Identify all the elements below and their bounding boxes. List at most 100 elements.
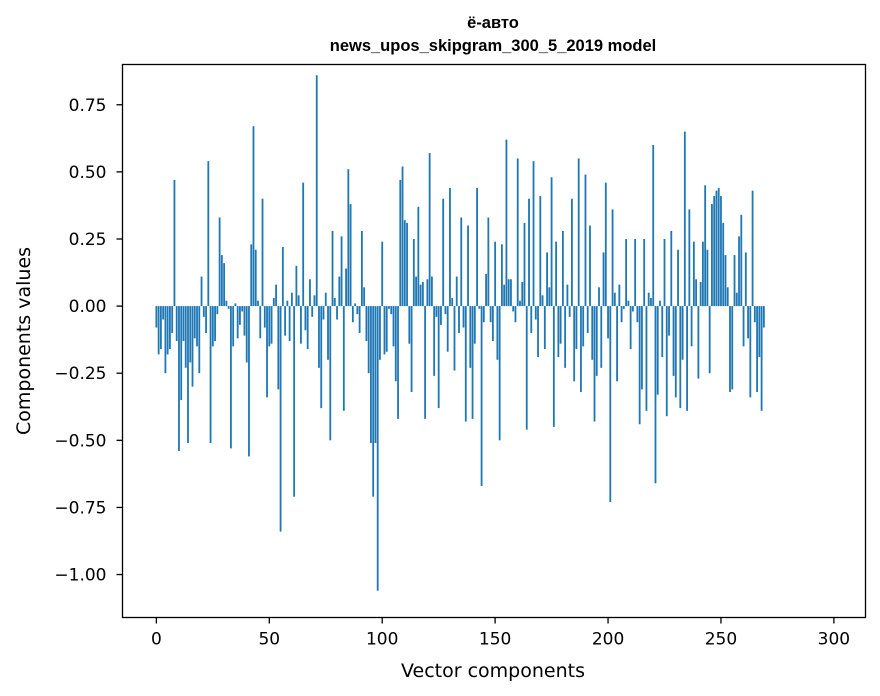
bar [638, 306, 641, 425]
bar [338, 276, 341, 307]
bar [503, 284, 506, 307]
bar [751, 190, 754, 307]
bar [433, 306, 436, 376]
bar [708, 306, 711, 374]
bar [591, 306, 594, 360]
bar [214, 306, 216, 341]
bar [530, 306, 533, 333]
bar [634, 238, 637, 307]
bar [187, 306, 189, 444]
bar [742, 306, 745, 347]
bar [631, 306, 634, 312]
bar [584, 174, 587, 307]
bar [501, 244, 503, 307]
bar [263, 306, 266, 328]
bar [539, 196, 542, 307]
bar [266, 306, 268, 398]
bar [679, 306, 682, 409]
bar [692, 241, 695, 307]
y-tick-label: −0.50 [54, 431, 106, 451]
bar [749, 306, 752, 398]
y-tick-label: −0.25 [54, 364, 106, 384]
bar [571, 198, 573, 307]
bar [580, 306, 582, 392]
bar [356, 306, 359, 315]
bar [516, 158, 519, 307]
bar [543, 306, 546, 350]
bar [674, 306, 677, 398]
bar [650, 298, 652, 307]
bar [220, 255, 223, 307]
bar [254, 249, 257, 307]
bar [460, 217, 463, 307]
y-tick-label: 0.25 [69, 230, 107, 250]
bar [541, 295, 544, 307]
bar [647, 292, 650, 307]
bar [643, 238, 646, 307]
bar [602, 252, 605, 307]
bar [537, 306, 539, 358]
bar [532, 161, 535, 307]
bar [363, 287, 366, 307]
bar [677, 249, 679, 307]
bar [173, 179, 176, 307]
bar [329, 306, 332, 441]
bar [744, 252, 747, 307]
bar [230, 306, 232, 449]
bar [552, 306, 555, 427]
bar [449, 187, 451, 307]
bar [293, 306, 296, 497]
bar [370, 306, 372, 444]
bar [566, 284, 569, 307]
x-axis: 0 50 100 150 200 250 300 [151, 617, 850, 650]
bar [225, 300, 228, 307]
bar [747, 306, 749, 339]
bar [550, 177, 553, 307]
bar [424, 306, 427, 419]
bar [437, 306, 440, 409]
bar [309, 279, 311, 307]
bar [485, 273, 487, 307]
bar [604, 182, 607, 307]
bar [385, 306, 388, 352]
bar [609, 306, 612, 503]
bar [421, 281, 424, 307]
bar [306, 306, 309, 350]
bar [286, 300, 289, 307]
bar [704, 185, 707, 307]
bar [171, 306, 174, 333]
y-tick-label: 0.75 [69, 96, 107, 116]
bar [688, 209, 691, 307]
bar [358, 306, 361, 333]
bar [695, 279, 698, 307]
bar [281, 247, 284, 307]
bar [668, 306, 670, 336]
bar [510, 279, 512, 307]
bar [519, 300, 521, 307]
bar [198, 306, 201, 374]
x-tick-label: 0 [151, 630, 162, 650]
bar [340, 236, 343, 307]
bar [686, 306, 688, 411]
bar [548, 287, 551, 307]
bar [618, 284, 621, 307]
bar [758, 306, 761, 358]
bar [586, 306, 589, 333]
bar [762, 306, 765, 328]
bar [241, 306, 244, 312]
bar [367, 306, 370, 374]
bar [482, 306, 485, 323]
bar [347, 169, 350, 307]
bar [248, 306, 250, 457]
bar [300, 306, 302, 344]
bar [467, 225, 469, 307]
bar [272, 298, 275, 307]
bar [753, 306, 756, 323]
bar [412, 238, 415, 307]
bar [196, 306, 198, 347]
plot-frame [121, 63, 867, 619]
bar [302, 182, 305, 307]
bar [731, 306, 734, 390]
bar [661, 306, 664, 358]
